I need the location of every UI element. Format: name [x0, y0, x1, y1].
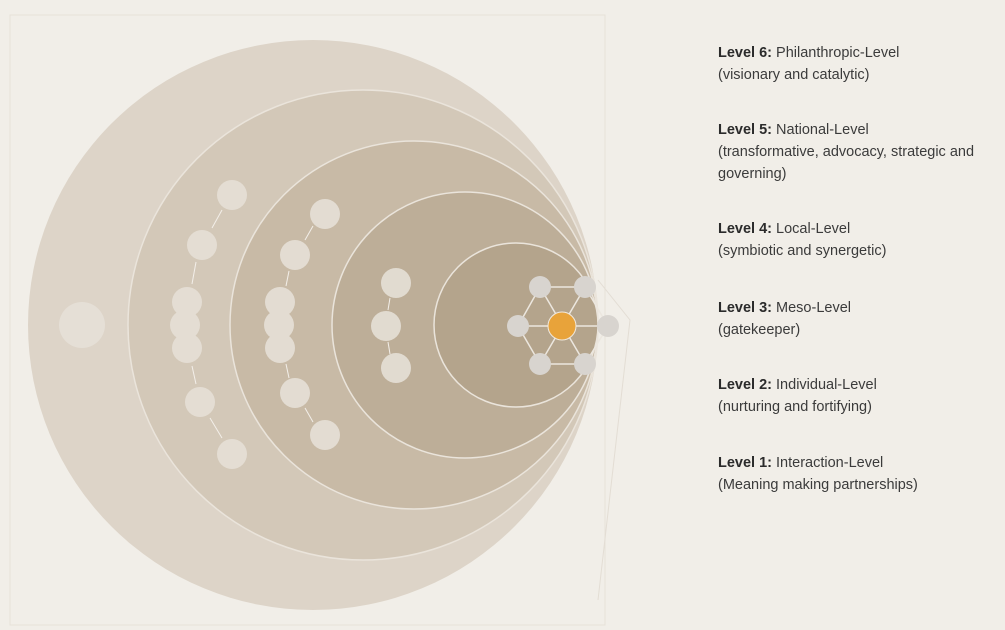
level-description: (Meaning making partnerships) [718, 477, 918, 493]
node [185, 387, 215, 417]
center-node [547, 311, 577, 341]
node [381, 268, 411, 298]
node [187, 230, 217, 260]
link [304, 407, 314, 423]
level-description: (transformative, advocacy, strategic and… [718, 144, 975, 182]
node [170, 310, 200, 340]
link [191, 261, 197, 285]
link [387, 341, 391, 355]
level-heading: Level 6: Philanthropic-Level [718, 42, 1005, 64]
node [371, 311, 401, 341]
level-description: (nurturing and fortifying) [718, 399, 872, 415]
level-label: Level 5: [718, 122, 772, 138]
level-name: Local-Level [776, 221, 851, 237]
level-heading: Level 2: Individual-Level [718, 374, 1005, 396]
level-heading: Level 4: Local-Level [718, 218, 1005, 240]
legend-item: Level 2: Individual-Level (nurturing and … [718, 374, 1005, 418]
level-name: Interaction-Level [776, 455, 884, 471]
node [217, 439, 247, 469]
hexagon-nodes [507, 276, 619, 375]
node [381, 353, 411, 383]
link [285, 270, 290, 287]
level-name: National-Level [776, 122, 869, 138]
node [310, 420, 340, 450]
links [191, 209, 391, 439]
level-heading: Level 3: Meso-Level [718, 297, 1005, 319]
frame-edge [597, 279, 631, 601]
nodes [59, 180, 411, 469]
legend-item: Level 5: National-Level (transformative, … [718, 119, 1005, 185]
link [191, 365, 197, 385]
level-name: Philanthropic-Level [776, 45, 900, 61]
level-label: Level 4: [718, 221, 772, 237]
node [597, 315, 619, 337]
level-label: Level 6: [718, 45, 772, 61]
node [59, 302, 105, 348]
node [265, 333, 295, 363]
node [310, 199, 340, 229]
node [172, 333, 202, 363]
link [209, 417, 223, 439]
legend-item: Level 1: Interaction-Level (Meaning makin… [718, 452, 1005, 496]
node [529, 276, 551, 298]
level-description: (visionary and catalytic) [718, 67, 870, 83]
level-label: Level 2: [718, 377, 772, 393]
node [507, 315, 529, 337]
node [217, 180, 247, 210]
node [172, 287, 202, 317]
link [387, 297, 391, 311]
level-label: Level 1: [718, 455, 772, 471]
node [264, 310, 294, 340]
node [280, 378, 310, 408]
node [529, 353, 551, 375]
legend-item: Level 3: Meso-Level (gatekeeper) [718, 297, 1005, 341]
level-name: Individual-Level [776, 377, 877, 393]
node [574, 276, 596, 298]
level-heading: Level 1: Interaction-Level [718, 452, 1005, 474]
level-label: Level 3: [718, 300, 772, 316]
level-description: (symbiotic and synergetic) [718, 243, 887, 259]
legend-item: Level 4: Local-Level (symbiotic and syner… [718, 218, 1005, 262]
link [211, 209, 223, 229]
link [285, 363, 290, 379]
node [280, 240, 310, 270]
node [574, 353, 596, 375]
level-heading: Level 5: National-Level [718, 119, 1005, 141]
node [265, 287, 295, 317]
legend-item: Level 6: Philanthropic-Level (visionary a… [718, 42, 1005, 86]
level-name: Meso-Level [776, 300, 851, 316]
level-description: (gatekeeper) [718, 322, 801, 338]
link [304, 225, 314, 241]
